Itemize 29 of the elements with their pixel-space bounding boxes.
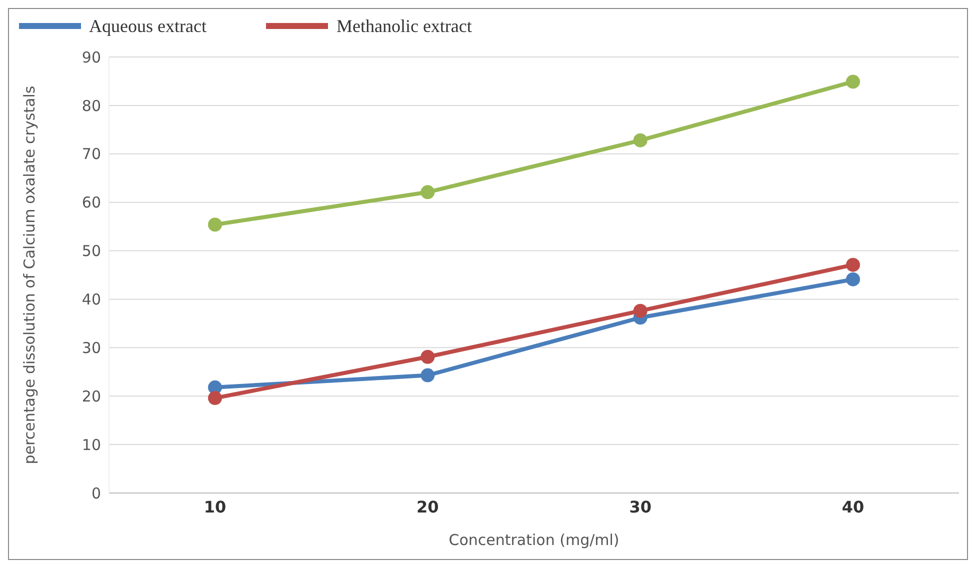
point	[208, 380, 222, 394]
y-tick-label: 0	[91, 484, 101, 502]
legend-label: Aqueous extract	[89, 16, 206, 36]
legend-label: Methanolic extract	[336, 16, 472, 36]
point	[846, 74, 860, 89]
y-tick-label: 90	[82, 48, 101, 66]
y-tick-label: 30	[82, 338, 101, 357]
point	[633, 133, 648, 148]
x-tick-label: 30	[629, 497, 652, 516]
point	[420, 350, 435, 364]
y-tick-label: 80	[82, 96, 101, 115]
y-tick-label: 20	[82, 387, 101, 406]
point	[208, 391, 222, 406]
x-tick-label: 20	[416, 497, 439, 516]
y-tick-label: 70	[82, 145, 101, 164]
point	[846, 258, 860, 272]
x-tick-label: 10	[204, 497, 226, 516]
x-axis-title: Concentration (mg/ml)	[448, 531, 620, 549]
y-axis-title: percentage dissolution of Calcium oxalate crystals	[20, 86, 38, 464]
point	[633, 304, 648, 318]
y-tick-label: 10	[82, 436, 101, 454]
point	[208, 218, 222, 232]
point	[846, 272, 860, 286]
point	[420, 185, 435, 200]
y-tick-label: 60	[82, 194, 101, 212]
y-tick-label: 50	[82, 242, 101, 260]
y-tick-label: 40	[82, 290, 101, 309]
point	[420, 368, 435, 382]
x-tick-label: 40	[842, 497, 864, 516]
